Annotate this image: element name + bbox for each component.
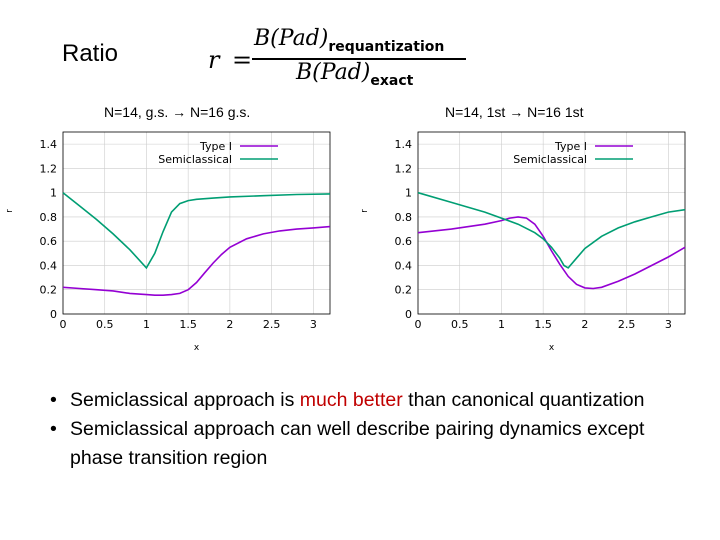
panel-label-left: N=14, g.s. → N=16 g.s. — [104, 104, 250, 120]
y-tick-label: 0.4 — [395, 259, 413, 272]
x-axis-label: x — [549, 343, 555, 353]
y-tick-label: 0.8 — [40, 211, 58, 224]
y-tick-label: 1.4 — [40, 138, 58, 151]
denominator-text: B(Pad) — [296, 60, 371, 85]
legend-label-type-i: Type I — [554, 140, 587, 153]
legend-label-type-i: Type I — [199, 140, 232, 153]
legend-label-semiclassical: Semiclassical — [513, 153, 587, 166]
numerator-subscript: requantization — [328, 39, 445, 55]
chart-left: 0 0.5 1 1.5 2 2.5 3 0 0.2 0.4 0.6 0.8 1 1.2 1.4 x r Type … — [5, 131, 331, 353]
formula-lhs: r — [208, 46, 220, 74]
bullet-1-text: Semiclassical approach is — [70, 389, 300, 411]
fraction-bar — [252, 58, 466, 60]
arrow-icon: → — [509, 104, 524, 120]
chart-right: 0 0.5 1 1.5 2 2.5 3 0 0.2 0.4 0.6 0.8 1 1.2 1.4 x r Type … — [360, 131, 686, 353]
arrow-icon: → — [172, 104, 187, 120]
x-tick-label: 0 — [60, 318, 67, 331]
bullet-item-1: • Semiclassical approach is much better … — [50, 386, 690, 415]
y-tick-label: 0.2 — [395, 284, 413, 297]
denominator-subscript: exact — [370, 73, 414, 89]
bullet-dot: • — [50, 389, 57, 411]
series-line-semiclassical — [62, 192, 331, 270]
panel-left-from: N=14, g.s. — [104, 104, 169, 120]
formula-equals: = — [232, 46, 253, 74]
bullet-1-tail: than canonical quantization — [402, 389, 645, 411]
x-tick-label: 0.5 — [451, 318, 469, 331]
y-tick-label: 1.4 — [395, 138, 413, 151]
formula-denominator: B(Pad)exact — [296, 60, 413, 89]
y-tick-label: 1.2 — [40, 162, 58, 175]
bullet-1-highlight: much better — [299, 389, 403, 411]
y-axis-label: r — [360, 209, 370, 213]
bullet-item-2: • Semiclassical approach can well descri… — [50, 415, 690, 473]
x-tick-label: 3 — [665, 318, 672, 331]
y-tick-label: 1.2 — [395, 162, 413, 175]
y-axis-label: r — [5, 209, 15, 213]
y-tick-label: 0.4 — [40, 259, 58, 272]
series-line-semiclassical — [417, 191, 686, 269]
bullet-dot: • — [50, 418, 57, 440]
x-tick-label: 0.5 — [96, 318, 114, 331]
slide-title: Ratio — [62, 40, 119, 67]
numerator-text: B(Pad) — [254, 26, 329, 51]
y-tick-label: 0.6 — [395, 235, 413, 248]
x-axis-label: x — [194, 343, 200, 353]
y-tick-label: 0.8 — [395, 211, 413, 224]
x-tick-label: 2 — [581, 318, 588, 331]
plot-frame — [62, 131, 331, 315]
series-line-type-i — [417, 216, 686, 290]
panel-left-to: N=16 g.s. — [189, 104, 251, 120]
plot-frame — [417, 131, 686, 315]
x-tick-label: 1 — [143, 318, 150, 331]
y-tick-label: 0 — [50, 308, 57, 321]
ratio-formula: r = B(Pad)requantization B(Pad)exact — [208, 26, 470, 94]
panel-label-right: N=14, 1st → N=16 1st — [445, 104, 584, 120]
series-line-type-i — [62, 225, 331, 296]
y-tick-label: 1 — [50, 187, 57, 200]
bullet-2-text: Semiclassical approach can well describe… — [70, 418, 645, 469]
panel-right-from: N=14, 1st — [445, 104, 506, 120]
x-tick-label: 2 — [226, 318, 233, 331]
x-tick-label: 2.5 — [618, 318, 636, 331]
bullet-list: • Semiclassical approach is much better … — [50, 386, 690, 473]
x-tick-label: 1.5 — [179, 318, 197, 331]
y-tick-label: 0.2 — [40, 284, 58, 297]
x-tick-label: 0 — [415, 318, 422, 331]
legend-label-semiclassical: Semiclassical — [158, 153, 232, 166]
panel-right-to: N=16 1st — [527, 104, 584, 120]
x-tick-label: 2.5 — [263, 318, 281, 331]
x-tick-label: 1 — [498, 318, 505, 331]
y-tick-label: 0.6 — [40, 235, 58, 248]
y-tick-label: 1 — [405, 187, 412, 200]
x-tick-label: 3 — [310, 318, 317, 331]
formula-numerator: B(Pad)requantization — [254, 26, 444, 55]
x-tick-label: 1.5 — [534, 318, 552, 331]
y-tick-label: 0 — [405, 308, 412, 321]
